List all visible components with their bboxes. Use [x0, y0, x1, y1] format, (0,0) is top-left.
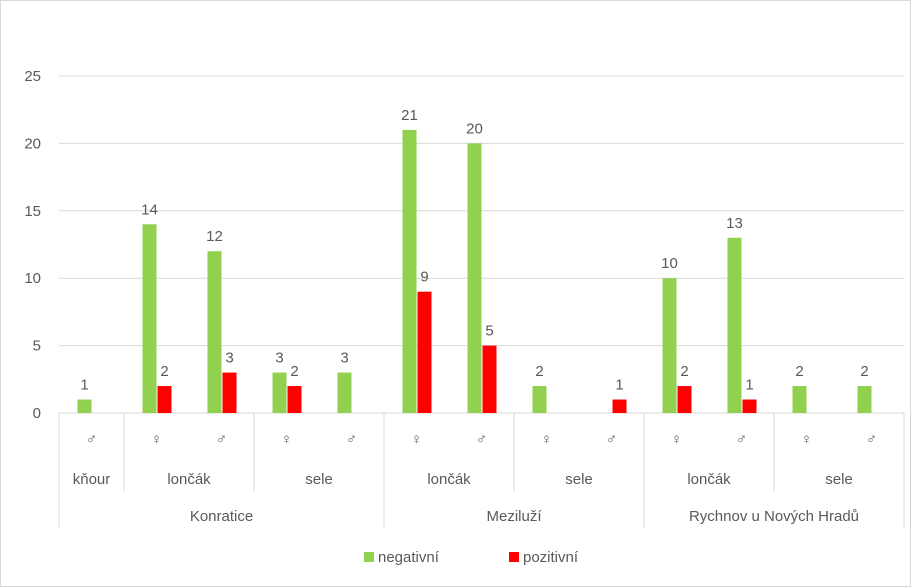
- legend-swatch-pozitivní: [509, 552, 519, 562]
- y-tick-label: 5: [33, 338, 41, 355]
- legend-swatch-negativní: [364, 552, 374, 562]
- data-label: 3: [340, 350, 348, 367]
- data-label: 3: [275, 350, 283, 367]
- age-group-label: sele: [565, 471, 593, 488]
- y-tick-label: 15: [24, 203, 41, 220]
- sex-label: ♂: [346, 431, 357, 448]
- bar-negativní-12: [857, 386, 872, 413]
- age-group-label: sele: [305, 471, 333, 488]
- data-label: 1: [615, 377, 623, 394]
- y-tick-label: 20: [24, 135, 41, 152]
- legend: negativní pozitivní: [364, 549, 579, 566]
- sex-label: ♀: [411, 431, 422, 448]
- sex-label: ♀: [801, 431, 812, 448]
- data-label: 3: [225, 350, 233, 367]
- x-axis: ♂ ♀ ♂ ♀ ♂ ♀ ♂ ♀ ♂ ♀ ♂ ♀ ♂ kňour lončák sele lončák sele lo…: [58, 413, 905, 528]
- data-label: 14: [141, 201, 158, 218]
- legend-label: negativní: [378, 549, 440, 566]
- bar-pozitivní-3: [287, 386, 302, 413]
- sex-label: ♀: [151, 431, 162, 448]
- sex-label: ♂: [606, 431, 617, 448]
- data-label: 2: [535, 363, 543, 380]
- bars: [77, 129, 872, 414]
- bar-pozitivní-10: [742, 399, 757, 413]
- bar-negativní-7: [532, 386, 547, 413]
- age-group-label: lončák: [687, 471, 731, 488]
- data-label: 2: [160, 363, 168, 380]
- data-label: 1: [80, 377, 88, 394]
- location-label: Konratice: [190, 508, 253, 525]
- y-axis-ticks: 0 5 10 15 20 25: [24, 68, 41, 422]
- bar-negativní-0: [77, 399, 92, 413]
- bar-negativní-5: [402, 129, 417, 414]
- data-label: 13: [726, 215, 743, 232]
- data-label: 2: [860, 363, 868, 380]
- bar-pozitivní-5: [417, 291, 432, 413]
- bar-negativní-10: [727, 237, 742, 413]
- bar-negativní-1: [142, 224, 157, 413]
- sex-label: ♂: [866, 431, 877, 448]
- sex-label: ♂: [216, 431, 227, 448]
- bar-pozitivní-9: [677, 386, 692, 413]
- bar-negativní-9: [662, 278, 677, 413]
- bar-pozitivní-1: [157, 386, 172, 413]
- sex-label: ♂: [736, 431, 747, 448]
- sex-label: ♀: [671, 431, 682, 448]
- bar-negativní-11: [792, 386, 807, 413]
- data-label: 1: [745, 377, 753, 394]
- bar-negativní-3: [272, 372, 287, 413]
- data-label: 2: [680, 363, 688, 380]
- y-tick-label: 25: [24, 68, 41, 85]
- sex-label: ♀: [281, 431, 292, 448]
- bar-pozitivní-8: [612, 399, 627, 413]
- age-group-label: lončák: [427, 471, 471, 488]
- bar-negativní-2: [207, 251, 222, 413]
- sex-label: ♀: [541, 431, 552, 448]
- sex-label: ♂: [476, 431, 487, 448]
- location-label: Rychnov u Nových Hradů: [689, 508, 859, 525]
- data-label: 12: [206, 228, 223, 245]
- data-label: 20: [466, 120, 483, 137]
- data-label: 21: [401, 107, 418, 124]
- bar-negativní-6: [467, 143, 482, 413]
- bar-negativní-4: [337, 372, 352, 413]
- bar-pozitivní-6: [482, 345, 497, 413]
- data-label: 2: [290, 363, 298, 380]
- age-group-label: kňour: [73, 471, 111, 488]
- data-label: 10: [661, 255, 678, 272]
- location-label: Meziluží: [486, 508, 542, 525]
- y-tick-label: 10: [24, 270, 41, 287]
- age-group-label: lončák: [167, 471, 211, 488]
- data-label: 2: [795, 363, 803, 380]
- bar-pozitivní-2: [222, 372, 237, 413]
- data-label: 9: [420, 269, 428, 286]
- sex-label: ♂: [86, 431, 97, 448]
- age-group-label: sele: [825, 471, 853, 488]
- y-tick-label: 0: [33, 405, 41, 422]
- data-label: 5: [485, 323, 493, 340]
- legend-label: pozitivní: [523, 549, 579, 566]
